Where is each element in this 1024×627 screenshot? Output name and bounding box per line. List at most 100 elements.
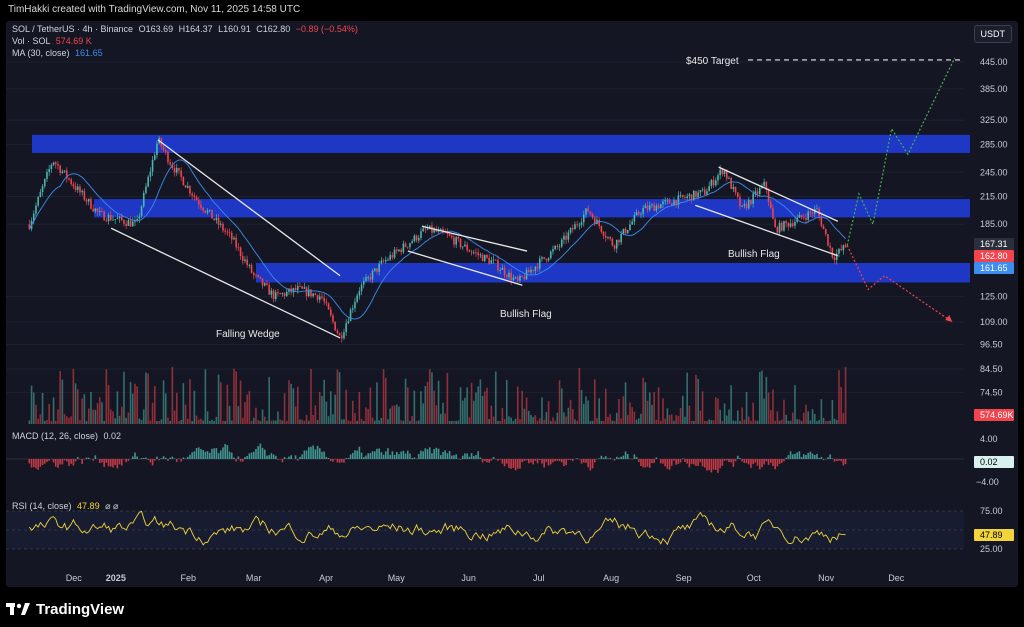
currency-button[interactable]: USDT (973, 25, 1012, 43)
volume-bar (103, 420, 105, 424)
candle-body (123, 220, 125, 224)
macd-histogram-bar (325, 456, 328, 459)
volume-bar (345, 389, 347, 424)
candle-body (516, 277, 519, 281)
candle-body (769, 202, 772, 209)
volume-bar (811, 409, 814, 424)
macd-histogram-bar (316, 445, 319, 459)
support-resistance-zone (256, 262, 970, 283)
volume-bar (503, 419, 506, 424)
candle-body (576, 224, 578, 226)
macd-histogram-bar (74, 459, 77, 462)
candle-body (673, 200, 675, 206)
candle-body (552, 249, 554, 252)
volume-bar (349, 421, 352, 424)
macd-histogram-bar (600, 455, 603, 459)
candle-body (486, 254, 488, 258)
candle-body (43, 179, 46, 187)
ma-label: MA (30, close) (12, 48, 70, 58)
candle-body (252, 272, 255, 276)
macd-histogram-bar (395, 452, 398, 459)
candle-body (224, 230, 226, 232)
candle-body (831, 247, 834, 258)
volume-bar (596, 418, 598, 424)
chart-area[interactable]: 445.00 385.00 325.00 285.00 245.00 215.00 185.… (6, 21, 1018, 587)
macd-histogram-bar (708, 459, 710, 471)
candle-body (807, 211, 809, 220)
volume-bar (171, 367, 174, 424)
macd-histogram-bar (81, 459, 83, 465)
volume-bar (367, 409, 369, 424)
volume-bar (233, 368, 235, 424)
macd-histogram-bar (536, 459, 539, 464)
macd-histogram-bar (127, 459, 130, 461)
volume-bar (563, 412, 565, 424)
macd-histogram-bar (675, 459, 677, 465)
candle-body (274, 292, 277, 300)
macd-histogram-bar (131, 456, 134, 459)
macd-histogram-bar (200, 449, 202, 459)
candle-body (662, 201, 664, 205)
candle-body (541, 257, 543, 259)
candle-body (838, 248, 840, 254)
macd-histogram-bar (811, 453, 814, 459)
macd-histogram-bar (765, 459, 768, 462)
volume-bar (228, 405, 231, 424)
candle-body (532, 269, 534, 271)
candle-body (248, 264, 251, 266)
volume-bar (827, 420, 829, 424)
volume-bar (351, 400, 354, 424)
macd-histogram-bar (167, 459, 169, 461)
candle-body (593, 217, 596, 225)
macd-histogram-bar (248, 453, 251, 459)
candle-body (679, 194, 682, 196)
macd-histogram-bar (336, 459, 339, 463)
candle-body (356, 295, 358, 302)
candle-body (653, 204, 655, 211)
macd-histogram-bar (266, 455, 268, 459)
macd-histogram-bar (384, 451, 387, 459)
macd-histogram-bar (505, 459, 508, 464)
candle-body (558, 246, 561, 248)
candle-body (116, 218, 119, 220)
legend-symbol-row: SOL / TetherUS · 4h · Binance O163.69 H1… (12, 24, 358, 34)
candle-body (728, 177, 730, 179)
legend-rsi-row: RSI (14, close) 47.89 ⌀ ⌀ (12, 501, 118, 512)
candle-body (736, 192, 739, 197)
macd-histogram-bar (842, 459, 845, 466)
candle-body (191, 193, 193, 196)
macd-histogram-bar (706, 459, 708, 471)
candle-body (347, 321, 350, 324)
candle-body (765, 181, 768, 190)
candle-body (618, 239, 620, 243)
candle-body (519, 275, 521, 281)
candle-body (442, 229, 444, 232)
volume-bar (734, 420, 737, 424)
candle-body (822, 226, 825, 230)
macd-histogram-bar (800, 456, 803, 459)
volume-bar (668, 414, 671, 424)
macd-histogram-bar (703, 459, 706, 468)
volume-bar (532, 417, 534, 424)
volume-bar (543, 419, 545, 424)
volume-bar (266, 420, 268, 424)
volume-bar (50, 420, 53, 424)
candle-body (756, 191, 759, 195)
candle-body (613, 245, 616, 249)
candle-body (681, 194, 684, 198)
volume-bar (285, 420, 288, 424)
volume-bar (807, 411, 809, 424)
candle-body (745, 203, 748, 209)
candle-body (105, 220, 108, 222)
macd-histogram-bar (448, 450, 451, 459)
credit-bar: TimHakki created with TradingView.com, N… (0, 0, 1024, 20)
volume-bar (43, 420, 46, 424)
volume-bar (642, 377, 644, 424)
candle-body (690, 194, 693, 201)
macd-histogram-bar (413, 457, 416, 459)
volume-bar (816, 420, 818, 424)
chart-svg[interactable]: 445.00 385.00 325.00 285.00 245.00 215.00 185.… (6, 21, 1018, 587)
macd-histogram-bar (125, 459, 127, 463)
volume-bar (466, 387, 468, 424)
volume-bar (239, 380, 242, 424)
